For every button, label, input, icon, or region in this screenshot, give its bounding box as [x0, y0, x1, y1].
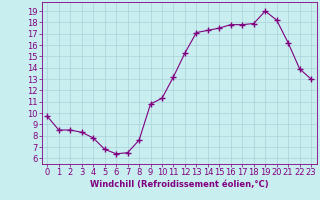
- X-axis label: Windchill (Refroidissement éolien,°C): Windchill (Refroidissement éolien,°C): [90, 180, 268, 189]
